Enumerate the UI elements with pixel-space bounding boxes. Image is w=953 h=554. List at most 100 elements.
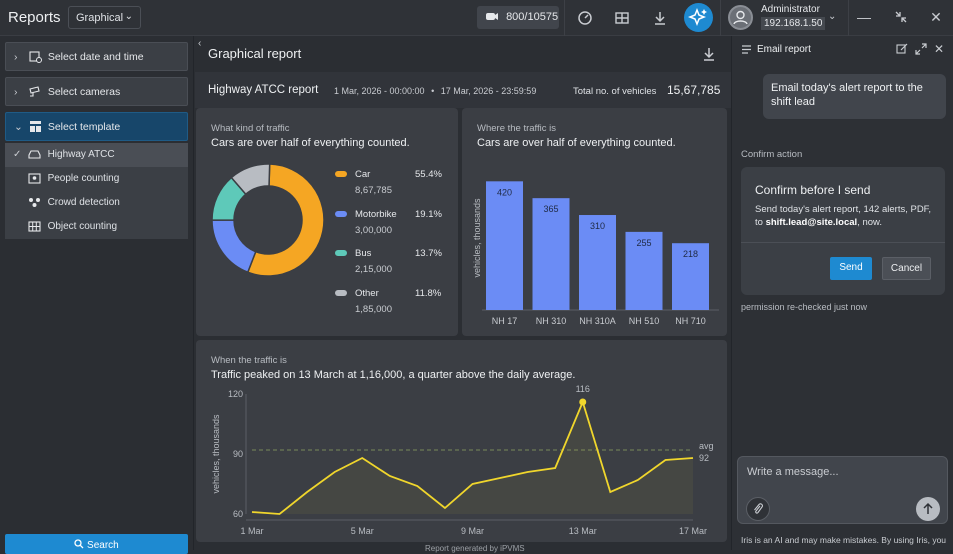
card-headline: Cars are over half of everything counted… (477, 137, 676, 149)
traffic-type-donut-chart (211, 163, 325, 277)
user-avatar[interactable] (728, 5, 753, 30)
legend-swatch (335, 250, 347, 256)
sidebar: › Select date and time › Select cameras … (0, 36, 194, 554)
close-icon[interactable]: ✕ (930, 9, 942, 25)
chevron-right-icon: › (14, 51, 18, 63)
traffic-time-card: When the traffic is Traffic peaked on 13… (196, 340, 727, 542)
chevron-down-icon[interactable]: ⌄ (828, 11, 837, 22)
card-kicker: What kind of traffic (211, 123, 290, 134)
total-vehicles-value: 15,67,785 (667, 83, 721, 97)
legend-swatch (335, 210, 347, 217)
expand-icon[interactable] (915, 43, 927, 55)
legend-percent: 13.7% (415, 248, 442, 259)
y-tick-label: 120 (228, 389, 243, 399)
chevron-down-icon: ⌄ (124, 11, 133, 22)
search-button[interactable]: Search (5, 534, 188, 554)
select-template-button[interactable]: ⌄ Select template (5, 112, 188, 141)
assistant-panel: Email report ✕ Email today's alert repor… (731, 36, 953, 550)
average-value: 92 (699, 453, 709, 463)
panel-title: Email report (757, 44, 811, 55)
traffic-location-card: Where the traffic is Cars are over half … (462, 108, 727, 336)
confirm-action-label: Confirm action (741, 149, 803, 160)
bar (532, 198, 570, 310)
confirm-text-pre: Send today's alert report, 142 alerts, P… (755, 204, 932, 228)
minimize-icon[interactable]: — (857, 9, 871, 25)
grid-layout-icon[interactable] (613, 9, 631, 27)
select-cameras-button[interactable]: › Select cameras (5, 77, 188, 106)
collapse-sidebar-icon[interactable]: ‹ (198, 38, 202, 49)
menu-icon[interactable] (741, 44, 752, 55)
footer-note: Report generated by iPVMS (425, 544, 525, 553)
confirm-card: Confirm before I send Send today's alert… (741, 167, 945, 295)
report-date-range: 1 Mar, 2026 - 00:00:00 • 17 Mar, 2026 - … (334, 86, 536, 96)
license-count: 800/10575 (506, 11, 559, 23)
ai-assistant-button[interactable] (684, 3, 713, 32)
cancel-button[interactable]: Cancel (882, 257, 931, 280)
confirm-email: shift.lead@site.local (765, 217, 858, 228)
range-separator: • (431, 86, 435, 96)
legend-item: Bus 13.7% 2,15,000 (335, 248, 445, 278)
edit-icon[interactable] (896, 43, 908, 55)
send-button[interactable]: Send (830, 257, 872, 280)
line-area (252, 402, 693, 514)
peak-point (579, 398, 587, 406)
template-highway-atcc[interactable]: ✓ Highway ATCC (5, 143, 188, 167)
divider (564, 0, 565, 36)
legend-count: 1,85,000 (355, 303, 392, 315)
check-icon: ✓ (13, 149, 22, 160)
bar-value-label: 310 (590, 221, 605, 231)
view-mode-value: Graphical (76, 12, 124, 24)
message-placeholder: Write a message... (747, 466, 839, 478)
divider (741, 242, 945, 243)
template-label: People counting (47, 173, 120, 184)
confirm-title: Confirm before I send (755, 183, 871, 197)
divider (720, 0, 721, 36)
traffic-type-card: What kind of traffic Cars are over half … (196, 108, 458, 336)
download-icon[interactable] (651, 9, 669, 27)
legend-item: Other 11.8% 1,85,000 (335, 288, 445, 318)
donut-slice (211, 219, 257, 274)
range-start: 1 Mar, 2026 - 00:00:00 (334, 86, 425, 96)
gauge-icon[interactable] (576, 9, 594, 27)
view-mode-select[interactable]: Graphical ⌄ (68, 6, 141, 29)
restore-icon[interactable] (893, 9, 909, 25)
legend-count: 2,15,000 (355, 264, 392, 275)
user-name: Administrator (761, 4, 820, 15)
download-icon[interactable] (701, 46, 717, 62)
panel-header: Email report ✕ (732, 36, 953, 64)
grid-count-icon (28, 221, 41, 232)
card-headline: Cars are over half of everything counted… (211, 137, 410, 149)
car-icon (28, 150, 41, 159)
x-tick-label: 1 Mar (240, 526, 263, 536)
legend-swatch (335, 289, 347, 296)
template-label: Object counting (47, 221, 118, 232)
template-people-counting[interactable]: People counting (5, 167, 188, 191)
license-counter[interactable]: 800/10575 (477, 6, 559, 29)
search-label: Search (87, 540, 119, 551)
card-headline: Traffic peaked on 13 March at 1,16,000, … (211, 369, 576, 381)
select-date-button[interactable]: › Select date and time (5, 42, 188, 71)
legend-percent: 11.8% (415, 287, 442, 299)
send-message-button[interactable] (916, 497, 940, 521)
series-line (251, 399, 694, 515)
camera-icon (486, 13, 498, 20)
app-title: Reports (8, 9, 61, 26)
close-icon[interactable]: ✕ (934, 42, 945, 56)
bar-value-label: 255 (636, 238, 651, 248)
calendar-clock-icon (29, 51, 42, 63)
select-cameras-label: Select cameras (47, 86, 121, 98)
template-object-counting[interactable]: Object counting (5, 215, 188, 239)
permission-note: permission re-checked just now (741, 302, 868, 312)
card-kicker: Where the traffic is (477, 123, 557, 134)
traffic-time-line-chart: vehicles, thousands 120 90 60 avg 92 116 1 Mar 5… (211, 384, 714, 536)
y-tick-label: 60 (233, 509, 243, 519)
attach-button[interactable] (746, 497, 770, 521)
bar (486, 181, 523, 310)
report-summary-bar: Highway ATCC report 1 Mar, 2026 - 00:00:… (195, 72, 731, 108)
template-crowd-detection[interactable]: Crowd detection (5, 191, 188, 215)
y-axis-label: vehicles, thousands (211, 414, 221, 494)
x-tick-label: 5 Mar (351, 526, 374, 536)
x-tick-label: NH 510 (629, 316, 660, 326)
message-input[interactable]: Write a message... (737, 456, 948, 524)
select-date-label: Select date and time (47, 51, 144, 63)
